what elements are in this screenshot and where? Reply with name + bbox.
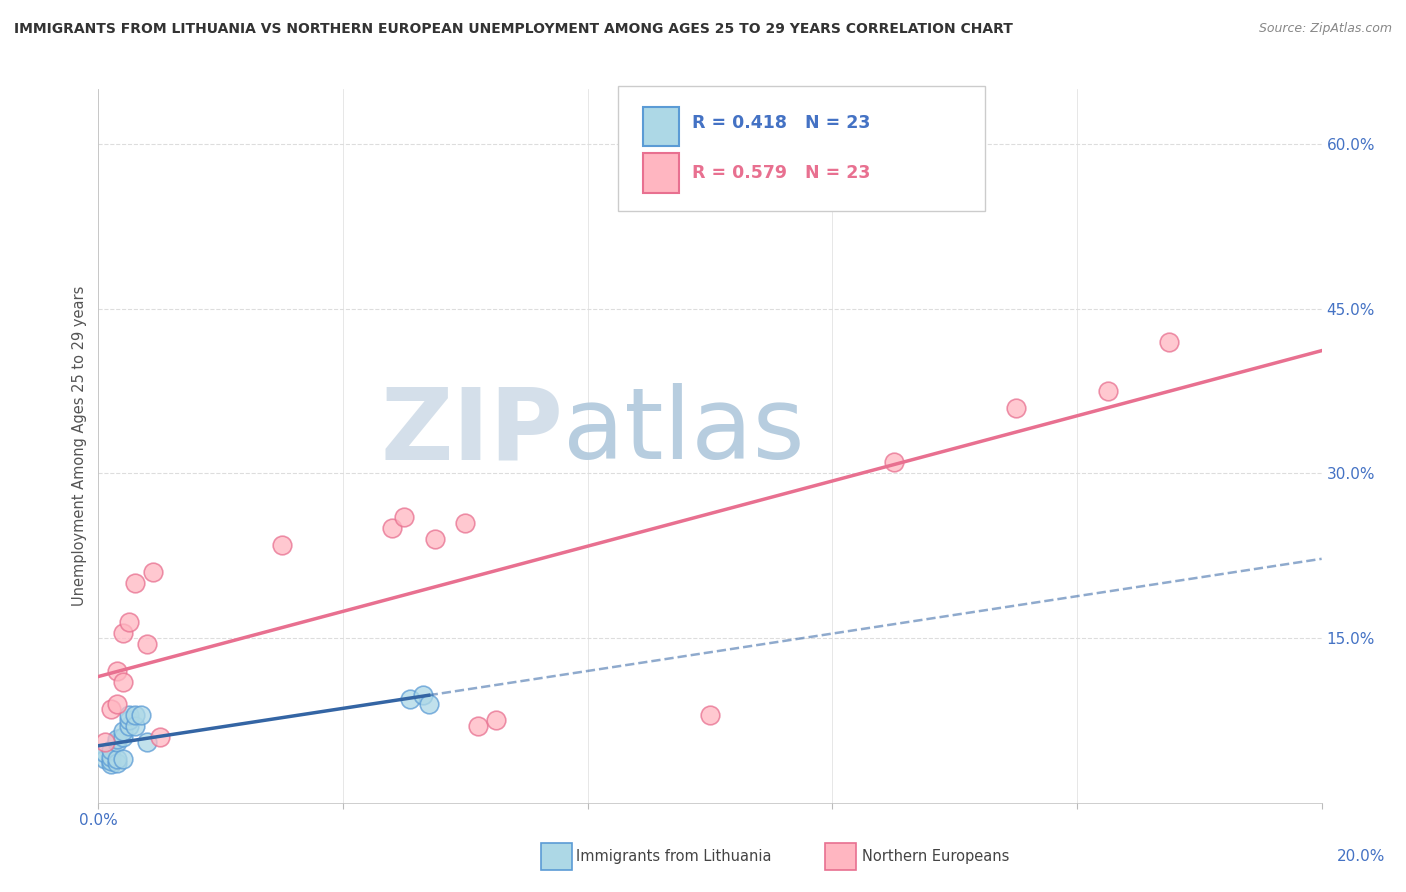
- Point: [105, 756, 128, 771]
- Point: [136, 735, 159, 749]
- Point: [124, 719, 146, 733]
- Point: [93, 747, 115, 761]
- Point: [399, 691, 422, 706]
- Text: IMMIGRANTS FROM LITHUANIA VS NORTHERN EUROPEAN UNEMPLOYMENT AMONG AGES 25 TO 29 : IMMIGRANTS FROM LITHUANIA VS NORTHERN EU…: [14, 22, 1012, 37]
- Point: [105, 664, 128, 678]
- Point: [467, 719, 489, 733]
- Text: Immigrants from Lithuania: Immigrants from Lithuania: [576, 849, 772, 863]
- FancyBboxPatch shape: [643, 153, 679, 193]
- Point: [118, 714, 141, 728]
- Point: [111, 724, 134, 739]
- Point: [93, 735, 115, 749]
- FancyBboxPatch shape: [619, 86, 986, 211]
- Point: [883, 455, 905, 469]
- Point: [1097, 384, 1119, 398]
- Point: [699, 708, 721, 723]
- Point: [111, 730, 134, 744]
- Point: [111, 752, 134, 766]
- Text: Northern Europeans: Northern Europeans: [862, 849, 1010, 863]
- Point: [100, 749, 122, 764]
- FancyBboxPatch shape: [643, 107, 679, 146]
- Point: [100, 743, 122, 757]
- Point: [105, 732, 128, 747]
- Y-axis label: Unemployment Among Ages 25 to 29 years: Unemployment Among Ages 25 to 29 years: [72, 285, 87, 607]
- Point: [149, 730, 172, 744]
- Point: [118, 719, 141, 733]
- Point: [93, 752, 115, 766]
- Text: 20.0%: 20.0%: [1337, 849, 1385, 863]
- Text: Source: ZipAtlas.com: Source: ZipAtlas.com: [1258, 22, 1392, 36]
- Point: [485, 714, 508, 728]
- Point: [392, 510, 416, 524]
- Point: [423, 533, 446, 547]
- Point: [118, 708, 141, 723]
- Point: [105, 697, 128, 711]
- Point: [105, 735, 128, 749]
- Point: [381, 521, 404, 535]
- Text: R = 0.418   N = 23: R = 0.418 N = 23: [692, 114, 870, 132]
- Point: [105, 752, 128, 766]
- Point: [136, 637, 159, 651]
- Point: [129, 708, 152, 723]
- Point: [100, 757, 122, 772]
- Point: [418, 697, 440, 711]
- Point: [454, 516, 477, 530]
- Point: [124, 576, 146, 591]
- Point: [1004, 401, 1026, 415]
- Point: [118, 615, 141, 629]
- Text: ZIP: ZIP: [381, 384, 564, 480]
- Point: [100, 702, 122, 716]
- Point: [124, 708, 146, 723]
- Text: atlas: atlas: [564, 384, 804, 480]
- Point: [1157, 334, 1180, 349]
- Text: R = 0.579   N = 23: R = 0.579 N = 23: [692, 164, 870, 182]
- Point: [412, 688, 434, 702]
- Point: [111, 625, 134, 640]
- Point: [100, 754, 122, 768]
- Point: [270, 538, 292, 552]
- Point: [142, 566, 165, 580]
- Point: [111, 675, 134, 690]
